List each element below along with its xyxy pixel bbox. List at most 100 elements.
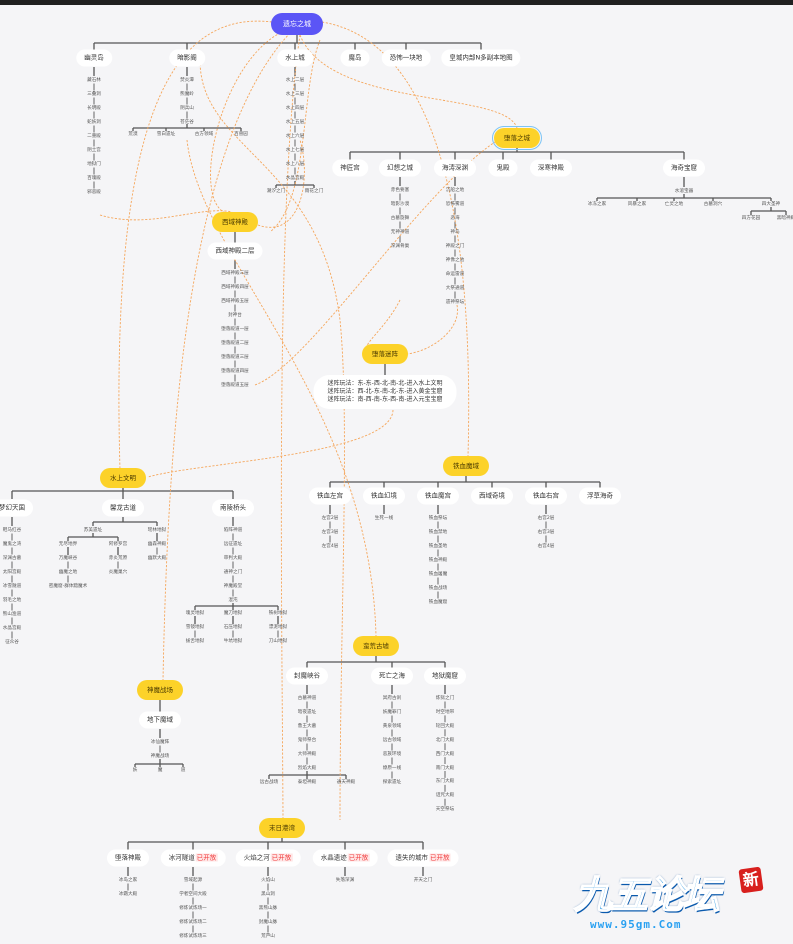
mindmap-leaf[interactable]: 百魂殿 xyxy=(87,176,101,181)
mindmap-leaf[interactable]: 古墓神道 xyxy=(297,696,317,701)
mindmap-leaf[interactable]: 羽毛之地 xyxy=(2,598,22,603)
mindmap-node[interactable]: 深寒神殿 xyxy=(530,159,572,177)
mindmap-leaf[interactable]: 失落深渊 xyxy=(335,878,355,883)
top-branch-node[interactable]: 恐怖一块地 xyxy=(381,49,431,67)
mindmap-node[interactable]: 西域奇境 xyxy=(471,487,513,505)
mindmap-leaf[interactable]: 魔 xyxy=(157,768,163,773)
mindmap-leaf[interactable]: 密魔窟-群体黯魔术 xyxy=(48,584,88,589)
mindmap-leaf[interactable]: 铁血魔窟 xyxy=(428,600,448,605)
mindmap-leaf[interactable]: 水上七层 xyxy=(285,148,305,153)
mindmap-leaf[interactable]: 通天神殿 xyxy=(336,780,356,785)
category-node[interactable]: 蛮荒古墟 xyxy=(353,636,399,656)
mindmap-leaf[interactable]: 妖 xyxy=(132,768,138,773)
mindmap-leaf[interactable]: 二重殿 xyxy=(87,134,101,139)
mindmap-leaf[interactable]: 阴土宫 xyxy=(87,148,101,153)
mindmap-leaf[interactable]: 泰坦神殿 xyxy=(297,780,317,785)
mindmap-leaf[interactable]: 诅咒大殿 xyxy=(435,793,455,799)
mindmap-leaf[interactable]: 陷阵神道 xyxy=(223,528,243,533)
category-node[interactable]: 堕落迷阵 xyxy=(362,344,408,364)
mindmap-leaf[interactable]: 堕落殿道四层 xyxy=(221,369,249,374)
mindmap-leaf[interactable]: 邪恶殿 xyxy=(87,190,101,195)
mindmap-leaf[interactable]: 苍茫谷 xyxy=(180,120,194,125)
mindmap-leaf[interactable]: 修炼试炼场三 xyxy=(179,934,207,939)
mindmap-leaf[interactable]: 征众谷 xyxy=(5,640,19,645)
mindmap-leaf[interactable]: 大祭通道 xyxy=(445,286,465,291)
mindmap-leaf[interactable]: 百兽园 xyxy=(234,132,248,137)
mindmap-leaf[interactable]: 沉船之地 xyxy=(445,188,465,193)
mindmap-leaf[interactable]: 冰仙魔阵 xyxy=(150,740,170,745)
mindmap-leaf[interactable]: 鲁王大墓 xyxy=(297,724,317,729)
category-node[interactable]: 水上文明 xyxy=(100,468,146,488)
mindmap-leaf[interactable]: 魔刀地狱 xyxy=(223,611,243,616)
mindmap-node[interactable]: 鬼殿 xyxy=(488,159,518,177)
mindmap-leaf[interactable]: 生死一线 xyxy=(374,516,394,521)
mindmap-leaf[interactable]: 恶族环境 xyxy=(382,752,402,757)
mindmap-leaf[interactable]: 铁血屠魔 xyxy=(428,572,448,577)
mindmap-leaf[interactable]: 荒漠 xyxy=(128,132,138,137)
mindmap-leaf[interactable]: 四大圣神 xyxy=(761,202,781,207)
mindmap-leaf[interactable]: 水晶宫殿 xyxy=(2,626,22,631)
mindmap-leaf[interactable]: 左宫2层 xyxy=(321,516,339,521)
mindmap-leaf[interactable]: 铁血禁地 xyxy=(428,530,448,535)
mindmap-leaf[interactable]: 铁血战场 xyxy=(428,586,448,591)
mindmap-leaf[interactable]: 三叠洞 xyxy=(87,92,101,97)
mindmap-leaf[interactable]: 水溶宝器 xyxy=(674,189,694,194)
mindmap-leaf[interactable]: 西域神殿三层 xyxy=(221,271,249,276)
mindmap-leaf[interactable]: 冰霜大殿 xyxy=(118,892,138,897)
mindmap-leaf[interactable]: 堕落殿道二层 xyxy=(221,341,249,346)
mindmap-leaf[interactable]: 混沌 xyxy=(228,598,238,603)
mindmap-leaf[interactable]: 妖魔罪门 xyxy=(382,710,402,715)
mindmap-leaf[interactable]: 幽默大殿 xyxy=(147,556,167,561)
category-node[interactable]: 末日港湾 xyxy=(259,818,305,838)
mindmap-leaf[interactable]: 亡灵之地 xyxy=(664,202,684,207)
mindmap-leaf[interactable]: 黑熊山脉 xyxy=(258,906,278,911)
mindmap-node[interactable]: 海涛深渊 xyxy=(434,159,476,177)
mindmap-leaf[interactable]: 藏石林 xyxy=(87,78,101,83)
mindmap-leaf[interactable]: 雪镜地狱 xyxy=(185,625,205,630)
mindmap-leaf[interactable]: 堕落殿道五层 xyxy=(221,383,249,388)
mindmap-leaf[interactable]: 水上六层 xyxy=(285,134,305,139)
mindmap-leaf[interactable]: 冰岛之家 xyxy=(118,878,138,883)
mindmap-leaf[interactable]: 苏美遗址 xyxy=(83,528,103,533)
mindmap-node[interactable]: 西域神殿二层 xyxy=(207,242,263,260)
mindmap-leaf[interactable]: 刀山地狱 xyxy=(268,639,288,644)
mindmap-node[interactable]: 死亡之海 xyxy=(371,667,413,685)
mindmap-leaf[interactable]: 水上五层 xyxy=(285,120,305,125)
mindmap-node[interactable]: 神匠宫 xyxy=(332,159,368,177)
mindmap-leaf[interactable]: 阿修罗宫 xyxy=(108,542,128,547)
mindmap-node[interactable]: 堕落神殿 xyxy=(107,849,149,867)
mindmap-leaf[interactable]: 瑶林地狱 xyxy=(147,528,167,533)
mindmap-leaf[interactable]: 天空祭坛 xyxy=(435,807,455,813)
mindmap-leaf[interactable]: 无神神道 xyxy=(390,230,410,235)
top-branch-node[interactable]: 水上城 xyxy=(277,49,313,67)
mindmap-leaf[interactable]: 万魔峡谷 xyxy=(58,556,78,561)
mindmap-leaf[interactable]: 石压地狱 xyxy=(223,625,243,630)
mindmap-leaf[interactable]: 牛坑地狱 xyxy=(223,639,243,644)
mindmap-leaf[interactable]: 南门大殿 xyxy=(435,765,455,771)
mindmap-leaf[interactable]: 深渊古墓 xyxy=(2,556,22,561)
mindmap-node[interactable]: 铁血魔宫 xyxy=(417,487,459,505)
mindmap-leaf[interactable]: 长明殿 xyxy=(87,106,101,111)
mindmap-leaf[interactable]: 火焰山 xyxy=(261,878,275,883)
mindmap-leaf[interactable]: 恶海 xyxy=(450,216,460,221)
mindmap-leaf[interactable]: 修炼试炼场二 xyxy=(179,920,207,925)
mindmap-leaf[interactable]: 北门大殿 xyxy=(435,737,455,743)
mindmap-node[interactable]: 铁血右宫 xyxy=(525,487,567,505)
mindmap-leaf[interactable]: 学者空间大殿 xyxy=(179,892,207,897)
mindmap-leaf[interactable]: 遗神祭坛 xyxy=(445,300,465,305)
mindmap-leaf[interactable]: 铁血圣地 xyxy=(428,544,448,549)
mindmap-leaf[interactable]: 封魔山脉 xyxy=(258,920,278,925)
mindmap-leaf[interactable]: 水晶宫殿 xyxy=(285,176,305,181)
mindmap-leaf[interactable]: 冥府古刹 xyxy=(382,696,402,701)
top-branch-node[interactable]: 魔岛 xyxy=(340,49,370,67)
mindmap-leaf[interactable]: 恐怖雾道 xyxy=(445,202,465,207)
mindmap-leaf[interactable]: 雨花之门 xyxy=(304,189,324,194)
mindmap-leaf[interactable]: 深渊骨巢 xyxy=(390,244,410,249)
mindmap-leaf[interactable]: 赤色要塞 xyxy=(390,188,410,193)
maze-instructions-node[interactable]: 迷阵玩法：东-东-西-北-南-北-进入水上文明 迷阵玩法：西-北-东-南-北-东-… xyxy=(313,375,457,409)
mindmap-leaf[interactable]: 左宫4层 xyxy=(321,544,339,549)
mindmap-leaf[interactable]: 魂灵地狱 xyxy=(185,611,205,616)
mindmap-node[interactable]: 遗失的城市 已开放 xyxy=(387,849,459,867)
mindmap-leaf[interactable]: 焚炎潭 xyxy=(180,78,194,83)
mindmap-leaf[interactable]: 开天之门 xyxy=(413,878,433,883)
